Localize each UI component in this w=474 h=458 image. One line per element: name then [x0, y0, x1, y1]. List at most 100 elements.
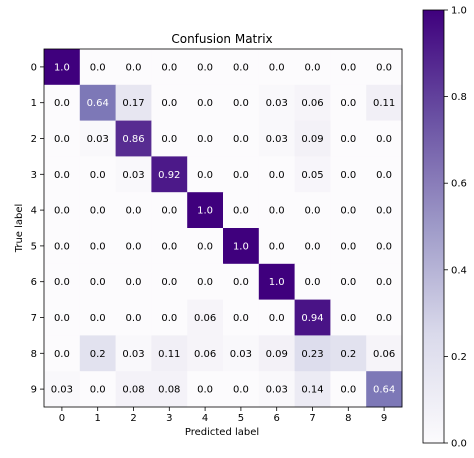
- cell-value-label: 0.0: [197, 241, 213, 252]
- heatmap-cell: [258, 299, 296, 336]
- heatmap-cell: [115, 228, 152, 265]
- cell-value-label: 0.03: [122, 170, 144, 181]
- heatmap-cell: [294, 299, 331, 336]
- cell-value-label: 0.0: [376, 313, 392, 324]
- heatmap-cell: [115, 192, 152, 229]
- cell-value-label: 0.0: [340, 313, 356, 324]
- heatmap-cell: [258, 371, 296, 408]
- heatmap-cell: [258, 49, 296, 86]
- cell-value-label: 0.0: [233, 98, 249, 109]
- cell-value-label: 0.03: [266, 385, 288, 396]
- cell-value-label: 0.03: [230, 349, 252, 360]
- heatmap-cell: [223, 49, 260, 86]
- y-tick-label: 5: [31, 241, 37, 252]
- cell-value-label: 0.03: [51, 385, 73, 396]
- heatmap-cell: [258, 84, 296, 122]
- cell-value-label: 0.0: [54, 98, 70, 109]
- plot-frame: [43, 48, 403, 408]
- colorbar-tick-label: 0.0: [451, 439, 467, 450]
- heatmap-cell: [44, 120, 81, 157]
- cell-value-label: 0.0: [269, 241, 285, 252]
- heatmap-cells: [44, 49, 403, 408]
- colorbar-ticks: 0.0 0.2 0.4 0.6 0.8 1.0: [444, 6, 467, 450]
- heatmap-cell: [366, 192, 403, 229]
- heatmap-cell: [294, 192, 331, 229]
- cell-value-label: 0.0: [233, 134, 249, 145]
- heatmap-cell: [115, 84, 152, 122]
- y-tick-label: 2: [31, 134, 37, 145]
- y-tick-label: 0: [31, 62, 37, 73]
- heatmap-cell: [223, 156, 260, 193]
- colorbar-tick-label: 0.2: [451, 352, 467, 363]
- x-axis-label: Predicted label: [185, 427, 259, 438]
- cell-value-label: 0.0: [161, 241, 177, 252]
- cell-value-label: 0.06: [373, 349, 395, 360]
- y-tick-label: 8: [31, 349, 37, 360]
- cell-value-label: 0.0: [376, 206, 392, 217]
- y-axis-ticks: 0 1 2 3 4 5 6 7 8 9: [31, 62, 44, 396]
- cell-value-label: 1.0: [54, 62, 70, 73]
- heatmap-cell: [115, 335, 152, 372]
- heatmap-cell: [330, 371, 367, 408]
- cell-value-label: 0.0: [340, 385, 356, 396]
- heatmap-cell: [79, 335, 117, 372]
- heatmap-cell: [223, 120, 260, 157]
- cell-value-label: 0.0: [340, 206, 356, 217]
- cell-value-label: 0.0: [126, 313, 142, 324]
- x-tick-label: 5: [238, 413, 244, 424]
- heatmap-cell: [187, 299, 224, 336]
- heatmap-cell: [366, 371, 403, 408]
- x-axis-ticks: 0 1 2 3 4 5 6 7 8 9: [59, 407, 387, 424]
- cell-value-label: 0.09: [266, 349, 288, 360]
- heatmap-cell: [115, 156, 152, 193]
- heatmap-cell: [223, 371, 260, 408]
- cell-value-label: 0.0: [90, 385, 106, 396]
- cell-value-label: 0.03: [122, 349, 144, 360]
- heatmap-cell: [366, 84, 403, 122]
- y-tick-label: 1: [31, 98, 37, 109]
- heatmap-cell: [294, 84, 331, 122]
- x-tick-label: 6: [274, 413, 280, 424]
- heatmap-cell: [79, 49, 117, 86]
- cell-value-label: 0.0: [126, 206, 142, 217]
- cell-value-label: 0.86: [122, 134, 144, 145]
- heatmap-cell: [366, 335, 403, 372]
- cell-value-labels: 1.0 0.0 0.0 0.0 0.0 0.0 0.0 0.0 0.0 0.0 0.0 0.64 0.1…: [51, 62, 395, 395]
- x-tick-label: 4: [202, 413, 208, 424]
- cell-value-label: 0.0: [305, 206, 321, 217]
- colorbar-tick-label: 0.4: [451, 265, 467, 276]
- heatmap-cell: [79, 299, 117, 336]
- cell-value-label: 0.64: [87, 98, 109, 109]
- cell-value-label: 0.0: [197, 62, 213, 73]
- cell-value-label: 0.0: [376, 134, 392, 145]
- cell-value-label: 0.0: [305, 62, 321, 73]
- heatmap-cell: [223, 263, 260, 301]
- heatmap-cell: [258, 228, 296, 265]
- heatmap-cell: [187, 156, 224, 193]
- heatmap-cell: [187, 84, 224, 122]
- heatmap-cell: [44, 263, 81, 301]
- y-tick-label: 7: [31, 313, 37, 324]
- cell-value-label: 0.0: [161, 98, 177, 109]
- heatmap-cell: [151, 335, 188, 372]
- cell-value-label: 0.0: [161, 134, 177, 145]
- heatmap-cell: [79, 156, 117, 193]
- cell-value-label: 0.0: [90, 170, 106, 181]
- cell-value-label: 0.0: [340, 277, 356, 288]
- heatmap-cell: [330, 156, 367, 193]
- heatmap-cell: [187, 371, 224, 408]
- cell-value-label: 0.0: [305, 241, 321, 252]
- cell-value-label: 0.0: [233, 62, 249, 73]
- heatmap-cell: [330, 192, 367, 229]
- cell-value-label: 0.0: [269, 206, 285, 217]
- heatmap-cell: [151, 49, 188, 86]
- cell-value-label: 0.0: [54, 170, 70, 181]
- cell-value-label: 0.05: [301, 170, 323, 181]
- heatmap-cell: [79, 263, 117, 301]
- heatmap-cell: [223, 192, 260, 229]
- cell-value-label: 0.0: [197, 134, 213, 145]
- heatmap-cell: [258, 263, 296, 301]
- heatmap-cell: [258, 156, 296, 193]
- colorbar: [422, 9, 445, 444]
- cell-value-label: 0.06: [301, 98, 323, 109]
